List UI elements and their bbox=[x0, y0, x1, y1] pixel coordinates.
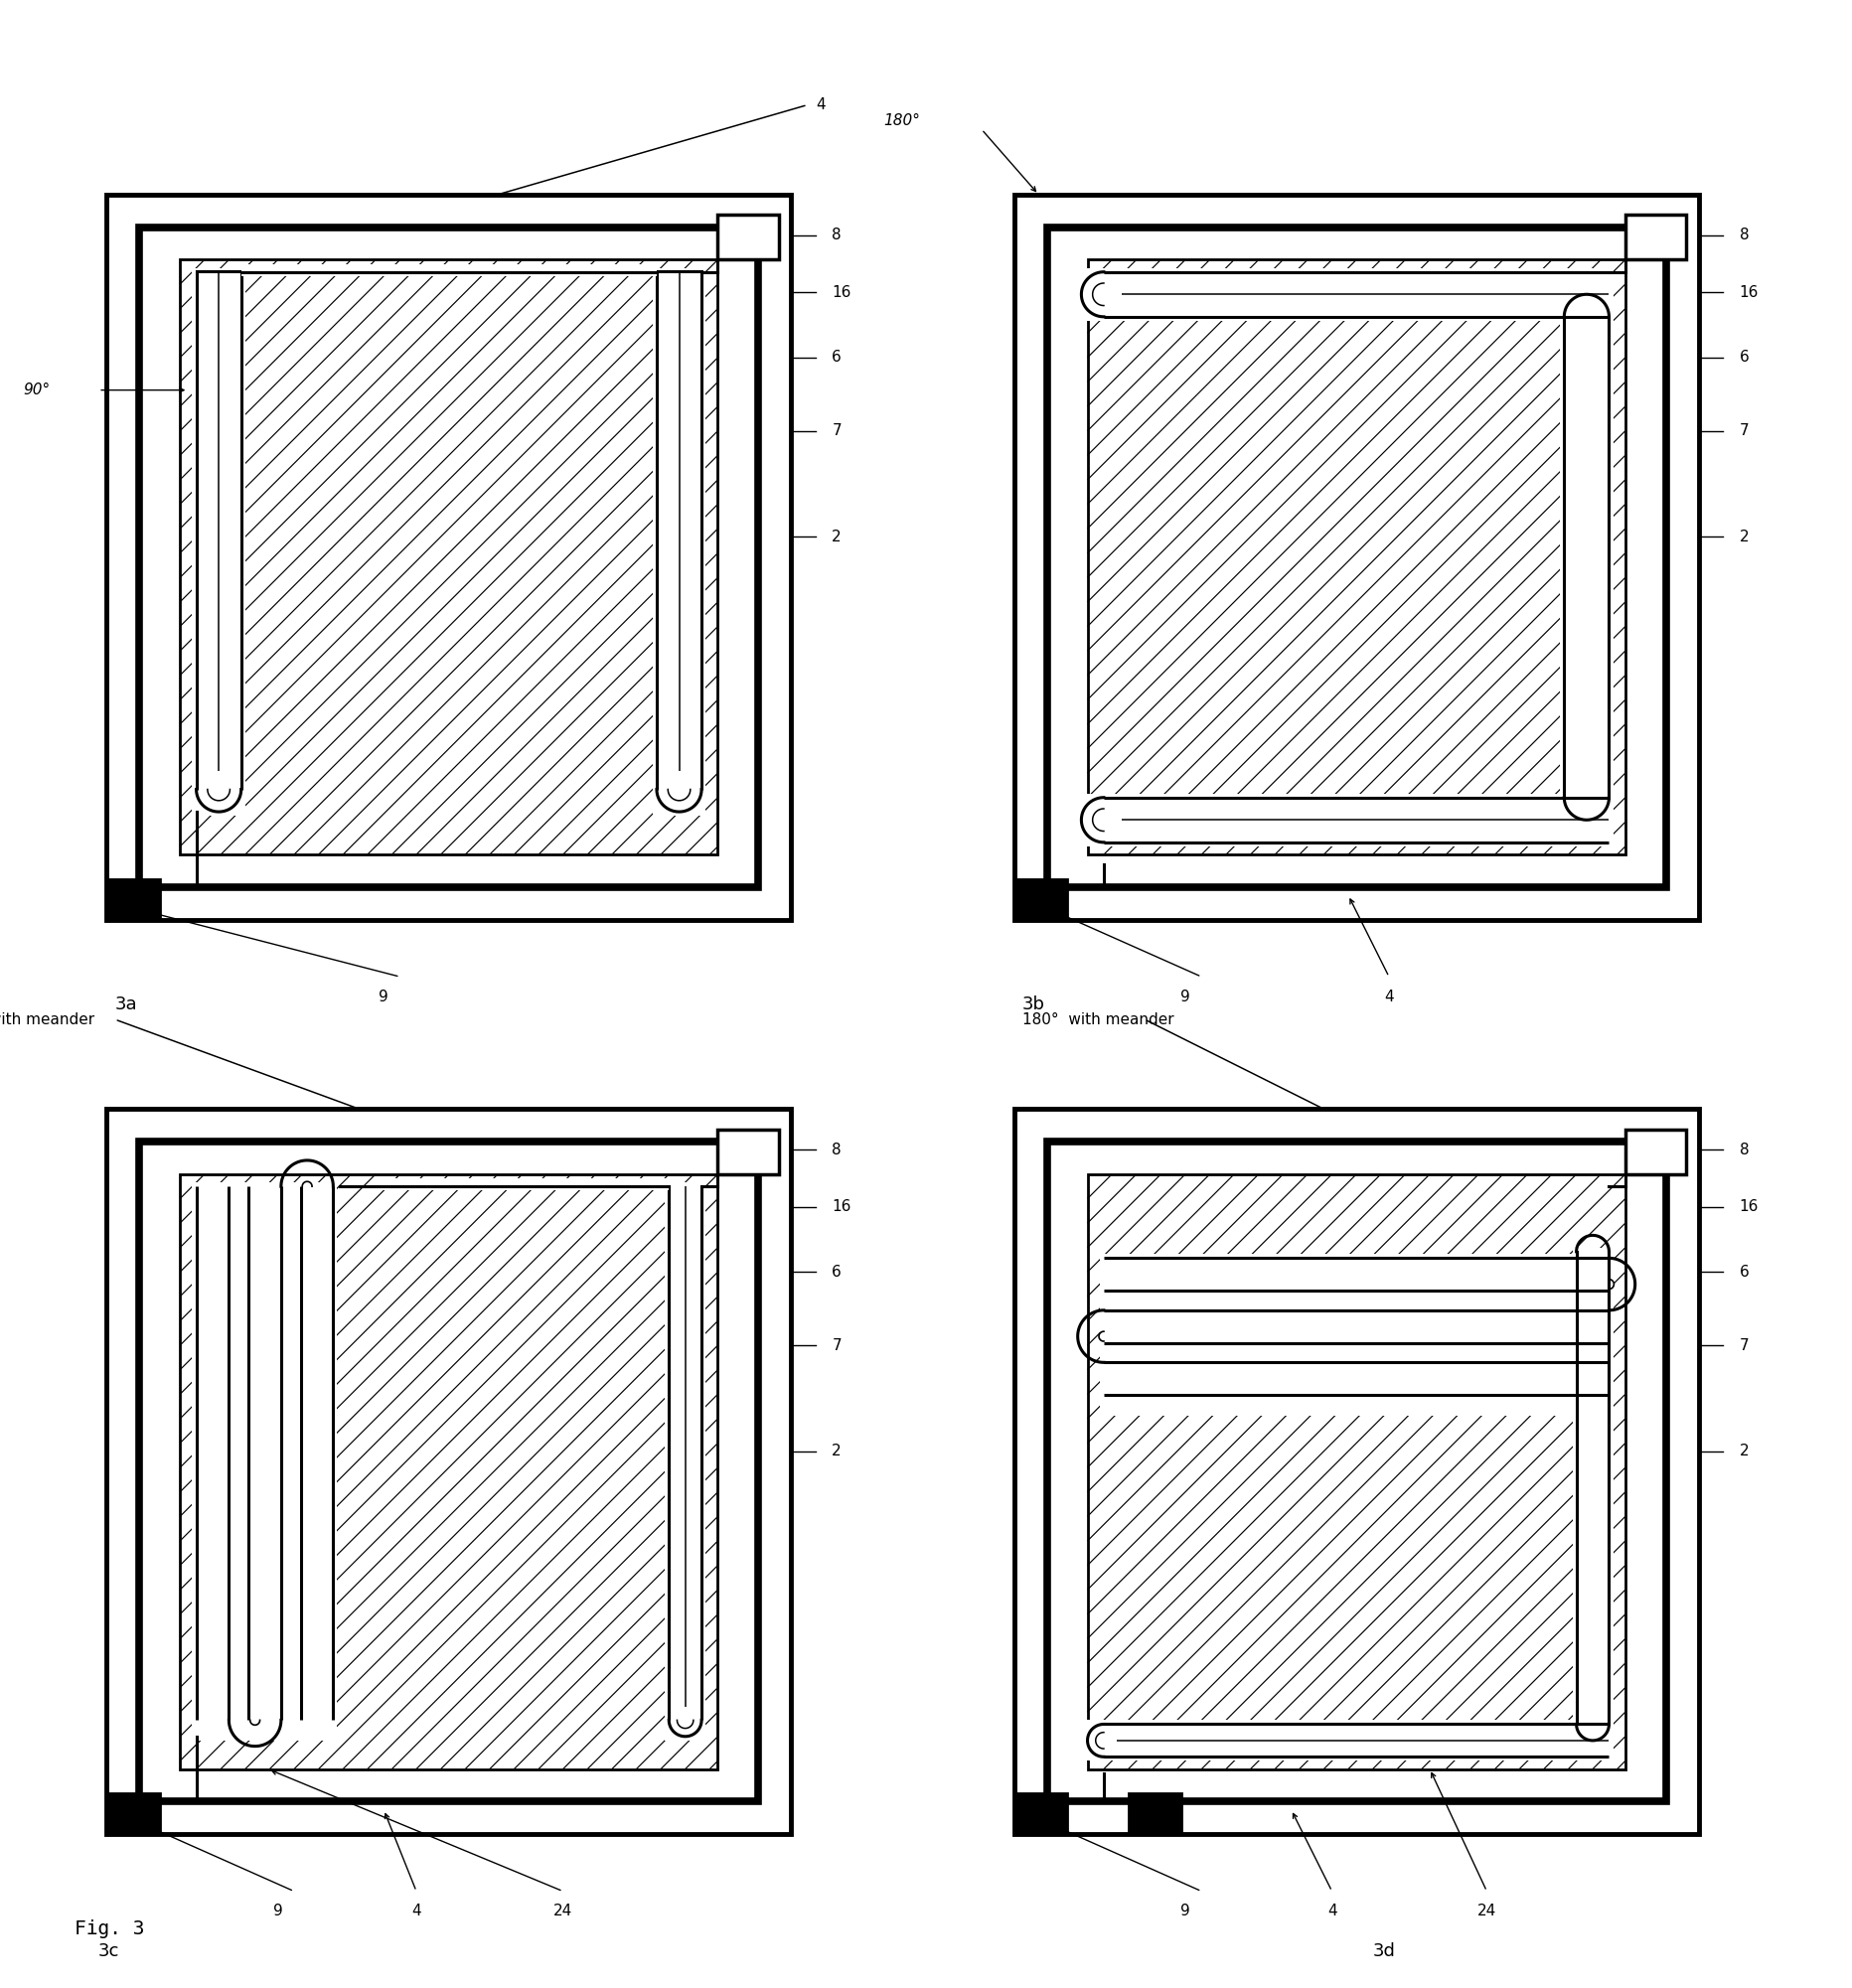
Text: 16: 16 bbox=[1739, 284, 1759, 300]
Bar bbox=[1572, 1248, 1613, 1728]
Text: 16: 16 bbox=[832, 284, 852, 300]
Text: 7: 7 bbox=[1739, 423, 1748, 437]
Text: 9: 9 bbox=[380, 990, 389, 1004]
Bar bbox=[1083, 1720, 1613, 1761]
Text: 3d: 3d bbox=[1372, 1942, 1395, 1960]
Text: 9: 9 bbox=[1180, 1905, 1191, 1918]
Bar bbox=[193, 268, 244, 815]
Text: 3b: 3b bbox=[1022, 996, 1045, 1014]
Text: 9: 9 bbox=[272, 1905, 283, 1918]
Bar bbox=[180, 1175, 719, 1769]
Text: 7: 7 bbox=[832, 423, 841, 437]
Text: 24: 24 bbox=[554, 1905, 572, 1918]
Text: 8: 8 bbox=[1739, 1143, 1748, 1157]
Text: 24: 24 bbox=[1478, 1905, 1496, 1918]
Bar bbox=[1046, 1141, 1667, 1801]
Text: 4: 4 bbox=[815, 97, 826, 113]
Text: 3a: 3a bbox=[115, 996, 137, 1014]
Bar bbox=[139, 227, 759, 887]
Text: 7: 7 bbox=[832, 1338, 841, 1352]
Bar bbox=[193, 1183, 337, 1741]
Bar bbox=[1078, 793, 1613, 847]
Bar bbox=[1015, 195, 1698, 920]
Text: 16: 16 bbox=[832, 1199, 852, 1215]
Bar bbox=[107, 1793, 159, 1835]
Bar bbox=[1559, 312, 1613, 801]
Text: 8: 8 bbox=[832, 1143, 841, 1157]
Text: 4: 4 bbox=[411, 1905, 420, 1918]
Text: 8: 8 bbox=[832, 229, 841, 243]
Text: 2: 2 bbox=[1739, 529, 1748, 545]
Text: 9: 9 bbox=[1180, 990, 1191, 1004]
Text: 4: 4 bbox=[1383, 990, 1395, 1004]
Text: 4: 4 bbox=[1328, 1905, 1337, 1918]
Bar bbox=[372, 1179, 669, 1191]
Bar bbox=[1015, 1109, 1698, 1835]
Text: 2: 2 bbox=[1739, 1443, 1748, 1459]
Bar bbox=[1626, 1129, 1687, 1175]
Bar bbox=[1046, 227, 1667, 887]
Bar bbox=[107, 195, 791, 920]
Text: 7: 7 bbox=[1739, 1338, 1748, 1352]
Text: Fig. 3: Fig. 3 bbox=[74, 1920, 144, 1938]
Text: 6: 6 bbox=[1739, 1264, 1748, 1280]
Bar bbox=[1087, 1175, 1626, 1769]
Bar bbox=[1087, 260, 1626, 855]
Bar bbox=[1015, 1793, 1067, 1835]
Text: 180°: 180° bbox=[883, 113, 920, 127]
Bar bbox=[652, 268, 706, 815]
Bar bbox=[1100, 1254, 1613, 1415]
Text: 16: 16 bbox=[1739, 1199, 1759, 1215]
Text: 6: 6 bbox=[832, 1264, 841, 1280]
Bar bbox=[107, 1109, 791, 1835]
Text: 6: 6 bbox=[832, 350, 841, 366]
Bar bbox=[107, 879, 159, 920]
Bar bbox=[719, 215, 780, 260]
Text: 2: 2 bbox=[832, 1443, 841, 1459]
Text: 3c: 3c bbox=[98, 1942, 120, 1960]
Bar bbox=[665, 1183, 706, 1741]
Text: 2: 2 bbox=[832, 529, 841, 545]
Text: 8: 8 bbox=[1739, 229, 1748, 243]
Bar bbox=[241, 264, 657, 276]
Text: 90°  with meander: 90° with meander bbox=[0, 1012, 94, 1028]
Bar bbox=[1078, 268, 1613, 320]
Bar bbox=[1128, 1793, 1182, 1835]
Bar bbox=[1015, 879, 1067, 920]
Text: 6: 6 bbox=[1739, 350, 1748, 366]
Bar bbox=[1626, 215, 1687, 260]
Text: 180°  with meander: 180° with meander bbox=[1022, 1012, 1174, 1028]
Bar bbox=[180, 260, 719, 855]
Text: 90°: 90° bbox=[22, 382, 50, 398]
Bar bbox=[719, 1129, 780, 1175]
Bar bbox=[139, 1141, 759, 1801]
